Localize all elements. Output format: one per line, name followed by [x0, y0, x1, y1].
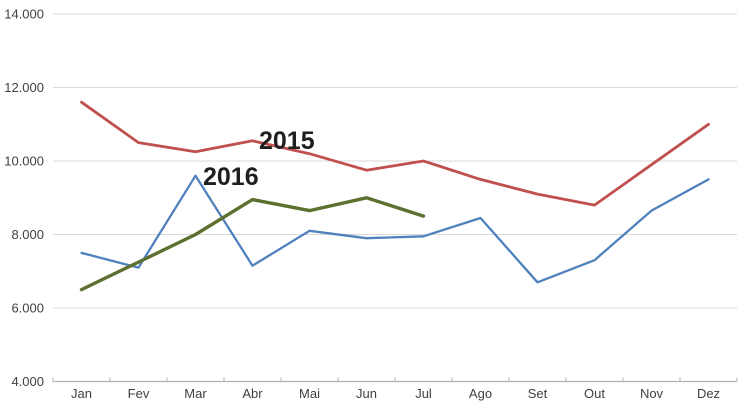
series-line-blue — [80, 174, 710, 284]
x-axis-category-label: Mar — [184, 386, 207, 401]
x-axis-category-label: Out — [584, 386, 605, 401]
y-axis-tick-label: 10.000 — [4, 154, 44, 169]
y-axis-tick-label: 8.000 — [11, 227, 44, 242]
x-axis-category-label: Jul — [415, 386, 432, 401]
annotation-2016: 2016 — [203, 163, 259, 191]
annotation-2015: 2015 — [259, 127, 315, 155]
x-axis-category-label: Jun — [356, 386, 377, 401]
y-axis-tick-label: 12.000 — [4, 80, 44, 95]
series-line-2015 — [80, 100, 710, 207]
y-axis-tick-label: 6.000 — [11, 301, 44, 316]
x-axis-category-label: Abr — [242, 386, 263, 401]
series-line-2016 — [79, 196, 426, 292]
y-axis-tick-label: 4.000 — [11, 374, 44, 389]
x-axis-category-label: Jan — [71, 386, 92, 401]
x-axis-category-label: Fev — [128, 386, 150, 401]
x-axis-category-label: Ago — [469, 386, 492, 401]
x-axis-category-label: Dez — [697, 386, 720, 401]
x-axis-category-label: Mai — [299, 386, 320, 401]
x-axis-category-label: Nov — [640, 386, 664, 401]
x-axis-category-label: Set — [528, 386, 548, 401]
y-axis-tick-label: 14.000 — [4, 7, 44, 22]
